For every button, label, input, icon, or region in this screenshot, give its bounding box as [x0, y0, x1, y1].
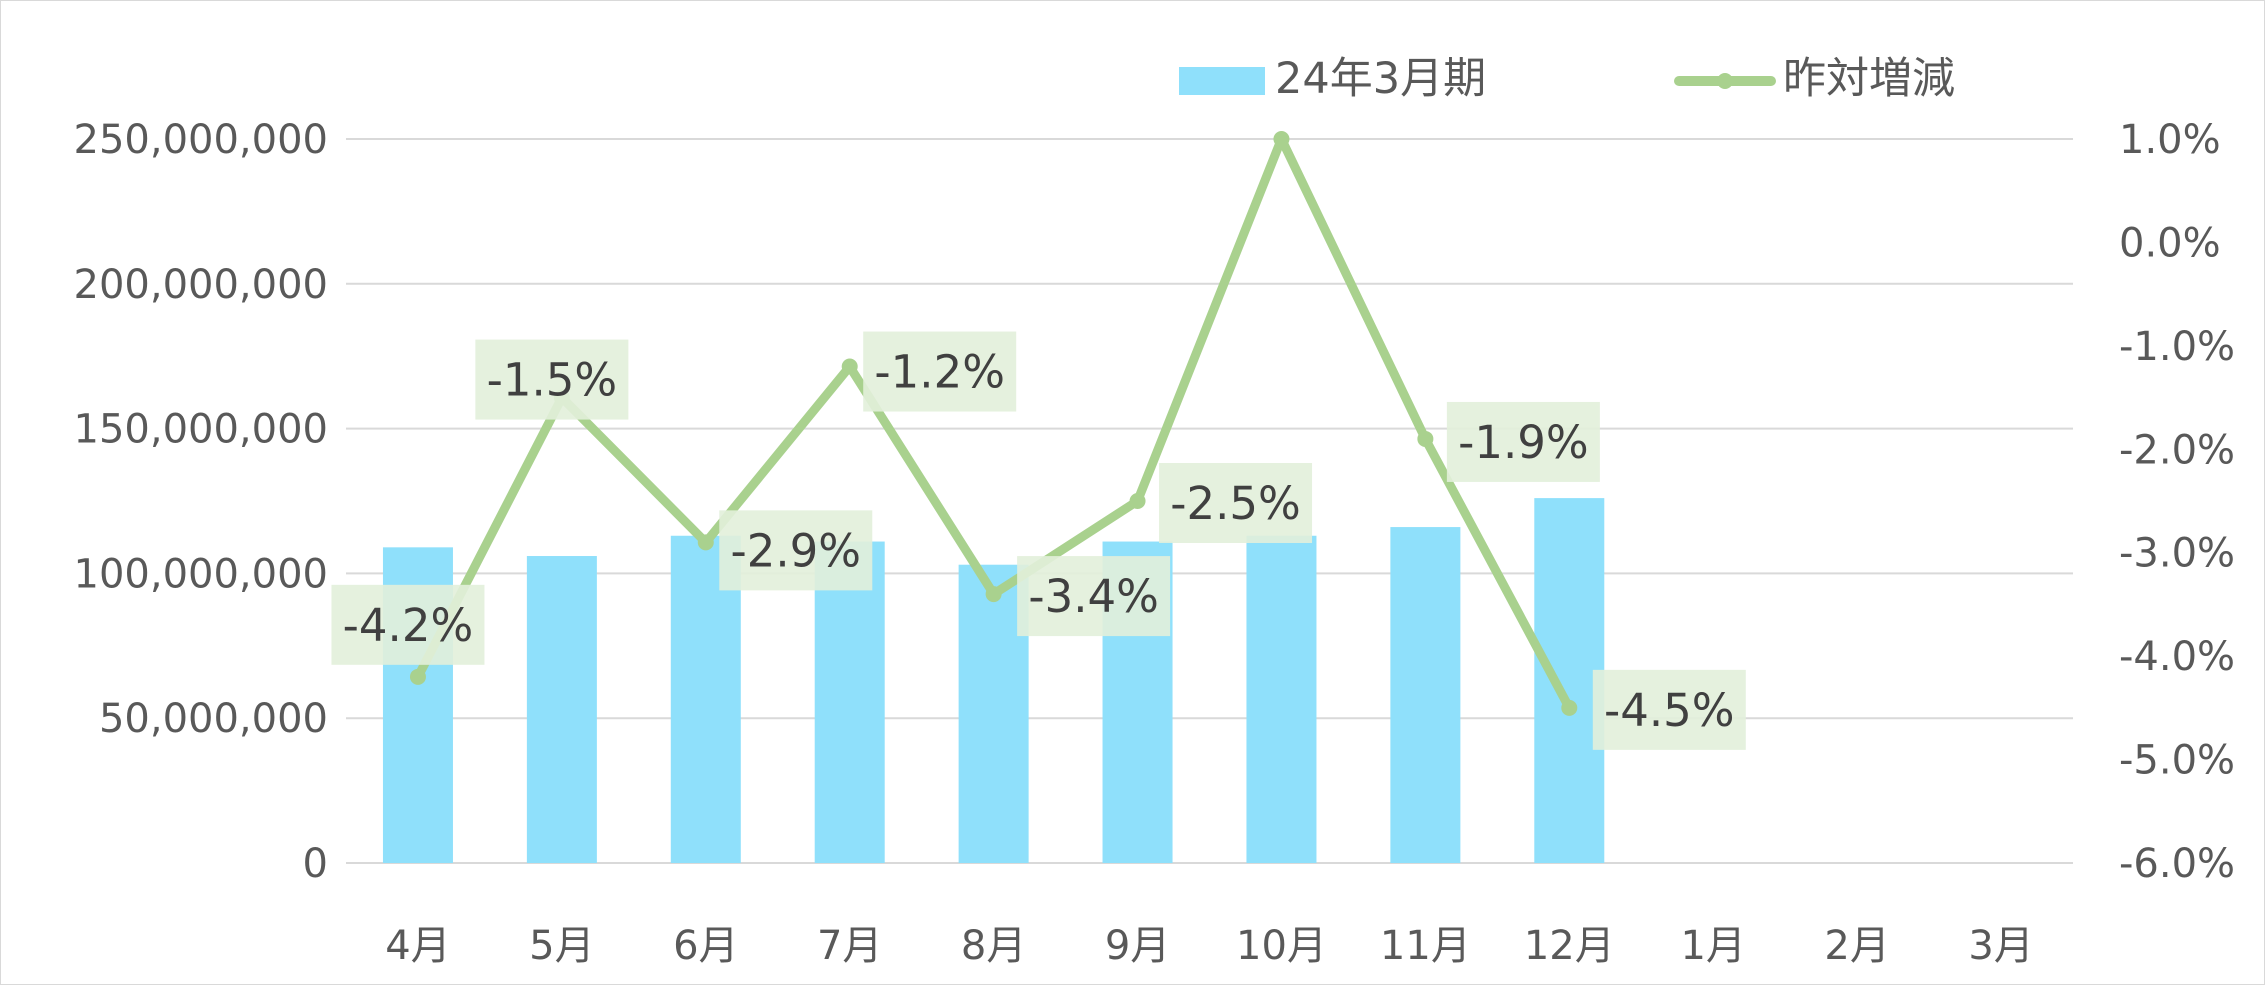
legend-line-label: 昨対増減	[1783, 54, 1955, 104]
left-tick-label: 0	[303, 841, 328, 887]
data-label-box	[475, 339, 629, 420]
data-label-box	[863, 331, 1017, 412]
left-tick-label: 100,000,000	[74, 551, 328, 597]
data-label: -4.5%	[1604, 684, 1735, 737]
left-tick-label: 50,000,000	[99, 696, 328, 742]
line-marker	[985, 586, 1002, 603]
line-marker	[409, 668, 426, 685]
x-tick-label: 6月	[673, 923, 738, 969]
right-tick-label: -6.0%	[2119, 841, 2235, 887]
x-tick-label: 1月	[1680, 923, 1745, 969]
x-tick-label: 5月	[529, 923, 594, 969]
line-marker	[841, 358, 858, 375]
x-tick-label: 12月	[1524, 923, 1615, 969]
data-label-box	[1446, 401, 1600, 482]
left-axis-ticks: 0 50,000,000 100,000,000 150,000,000 200,000…	[74, 117, 328, 887]
right-tick-label: -5.0%	[2119, 738, 2235, 784]
right-tick-label: -1.0%	[2119, 324, 2235, 370]
left-tick-label: 150,000,000	[74, 407, 328, 453]
legend-bar-label: 24年3月期	[1275, 54, 1486, 104]
line-marker	[1273, 131, 1290, 147]
x-tick-label: 8月	[961, 923, 1026, 969]
data-label-box	[1159, 463, 1313, 543]
right-tick-label: -4.0%	[2119, 634, 2235, 680]
legend: 24年3月期 昨対増減	[1179, 54, 1955, 104]
line-marker	[1417, 430, 1434, 447]
gridlines	[346, 138, 2073, 864]
line-series	[409, 131, 1578, 716]
x-tick-label: 7月	[817, 923, 882, 969]
x-tick-label: 2月	[1824, 923, 1889, 969]
data-label-box	[1592, 669, 1746, 750]
bar-series	[382, 498, 1605, 863]
bar-7月	[814, 541, 885, 863]
legend-line-marker	[1717, 73, 1733, 89]
line-marker	[1561, 699, 1578, 716]
data-labels: -4.2% -1.5% -2.9% -1.2% -3.4%-2.5% -1.9% -4.5%	[331, 331, 1746, 750]
right-tick-label: -2.0%	[2119, 427, 2235, 473]
x-tick-label: 3月	[1968, 923, 2033, 969]
right-tick-label: 1.0%	[2119, 117, 2221, 163]
x-tick-label: 9月	[1105, 923, 1170, 969]
x-axis-ticks: 4月 5月 6月 7月 8月 9月 10月 11月 12月 1月 2月 3月	[385, 923, 2034, 969]
legend-bar-swatch	[1179, 67, 1265, 95]
bar-10月	[1246, 535, 1317, 863]
x-tick-label: 10月	[1236, 923, 1327, 969]
data-label: -1.9%	[1458, 416, 1589, 469]
left-tick-label: 250,000,000	[74, 117, 328, 163]
line-marker	[697, 534, 714, 551]
data-label-box	[719, 510, 873, 591]
right-axis-ticks: -6.0% -5.0% -4.0% -3.0% -2.0% -1.0% 0.0% 1.0%	[2119, 117, 2235, 887]
line-marker	[1129, 493, 1146, 509]
x-tick-label: 11月	[1380, 923, 1471, 969]
bar-5月	[526, 556, 597, 863]
data-label: -3.4%	[1028, 570, 1159, 623]
data-label: -4.2%	[343, 599, 474, 652]
bar-11月	[1390, 527, 1461, 863]
bar-12月	[1534, 498, 1605, 863]
data-label-box	[331, 584, 485, 665]
data-label: -1.5%	[487, 354, 618, 407]
data-label: -1.2%	[874, 346, 1005, 399]
data-label: -2.9%	[731, 524, 862, 577]
left-tick-label: 200,000,000	[74, 262, 328, 308]
data-label: -2.5%	[1170, 477, 1301, 530]
data-label-box	[1017, 556, 1171, 637]
bar-8月	[958, 564, 1029, 863]
right-tick-label: 0.0%	[2119, 220, 2221, 266]
right-tick-label: -3.0%	[2119, 531, 2235, 577]
x-tick-label: 4月	[385, 923, 450, 969]
